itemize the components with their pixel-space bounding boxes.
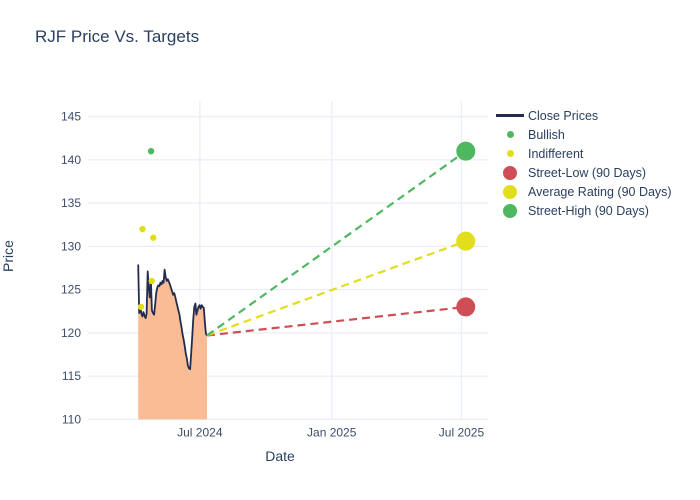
legend-label: Indifferent — [528, 146, 584, 161]
indifferent-marker — [150, 234, 157, 241]
y-tick-label: 140 — [61, 153, 81, 167]
legend-item-indifferent[interactable]: Indifferent — [494, 144, 672, 163]
axis-tick-labels: 110 115 120 125 130 135 140 145 Jul 2024 Jan 2025… — [61, 110, 485, 440]
indifferent-marker — [148, 277, 155, 285]
legend-label: Close Prices — [528, 108, 599, 123]
legend-item-close_prices[interactable]: Close Prices — [494, 106, 672, 125]
gridlines — [88, 101, 488, 421]
x-tick-label: Jul 2025 — [439, 425, 485, 439]
y-axis-title: Price — [0, 240, 16, 272]
indifferent-marker — [137, 303, 145, 311]
street_low-projection-line — [206, 305, 466, 337]
legend-item-average_rating[interactable]: Average Rating (90 Days) — [494, 182, 672, 201]
legend-item-street_high[interactable]: Street-High (90 Days) — [494, 201, 672, 220]
y-tick-label: 115 — [62, 369, 81, 383]
legend-dot-icon — [494, 203, 526, 218]
x-tick-label: Jul 2024 — [177, 425, 223, 439]
average_rating-projection-line — [206, 240, 467, 337]
legend-dot-icon — [494, 184, 526, 199]
indifferent-marker — [139, 225, 146, 233]
legend-item-bullish[interactable]: Bullish — [494, 125, 672, 144]
legend-label: Average Rating (90 Days) — [528, 184, 672, 199]
chart-title: RJF Price Vs. Targets — [35, 27, 200, 46]
street_high-marker — [456, 141, 476, 161]
legend-dot-icon — [494, 150, 526, 157]
y-tick-label: 125 — [61, 283, 81, 297]
y-tick-label: 145 — [61, 110, 81, 124]
y-tick-label: 130 — [61, 239, 81, 253]
x-tick-label: Jan 2025 — [307, 425, 357, 439]
legend-item-street_low[interactable]: Street-Low (90 Days) — [494, 163, 672, 182]
legend-label: Bullish — [528, 127, 565, 142]
bullish-marker — [147, 147, 155, 155]
x-axis-title: Date — [265, 448, 295, 464]
legend-line-icon — [494, 114, 526, 117]
legend-label: Street-Low (90 Days) — [528, 165, 647, 180]
street_low-marker — [456, 297, 476, 317]
legend-dot-icon — [494, 131, 526, 138]
y-tick-label: 135 — [61, 196, 81, 210]
legend: Close Prices Bullish Indifferent Street-Low… — [494, 106, 672, 220]
legend-label: Street-High (90 Days) — [528, 203, 649, 218]
legend-dot-icon — [494, 165, 526, 180]
y-tick-label: 110 — [62, 412, 81, 426]
average_rating-marker — [456, 231, 476, 251]
y-tick-label: 120 — [61, 326, 81, 340]
street_high-projection-line — [206, 150, 467, 337]
close-price-line — [137, 264, 208, 371]
